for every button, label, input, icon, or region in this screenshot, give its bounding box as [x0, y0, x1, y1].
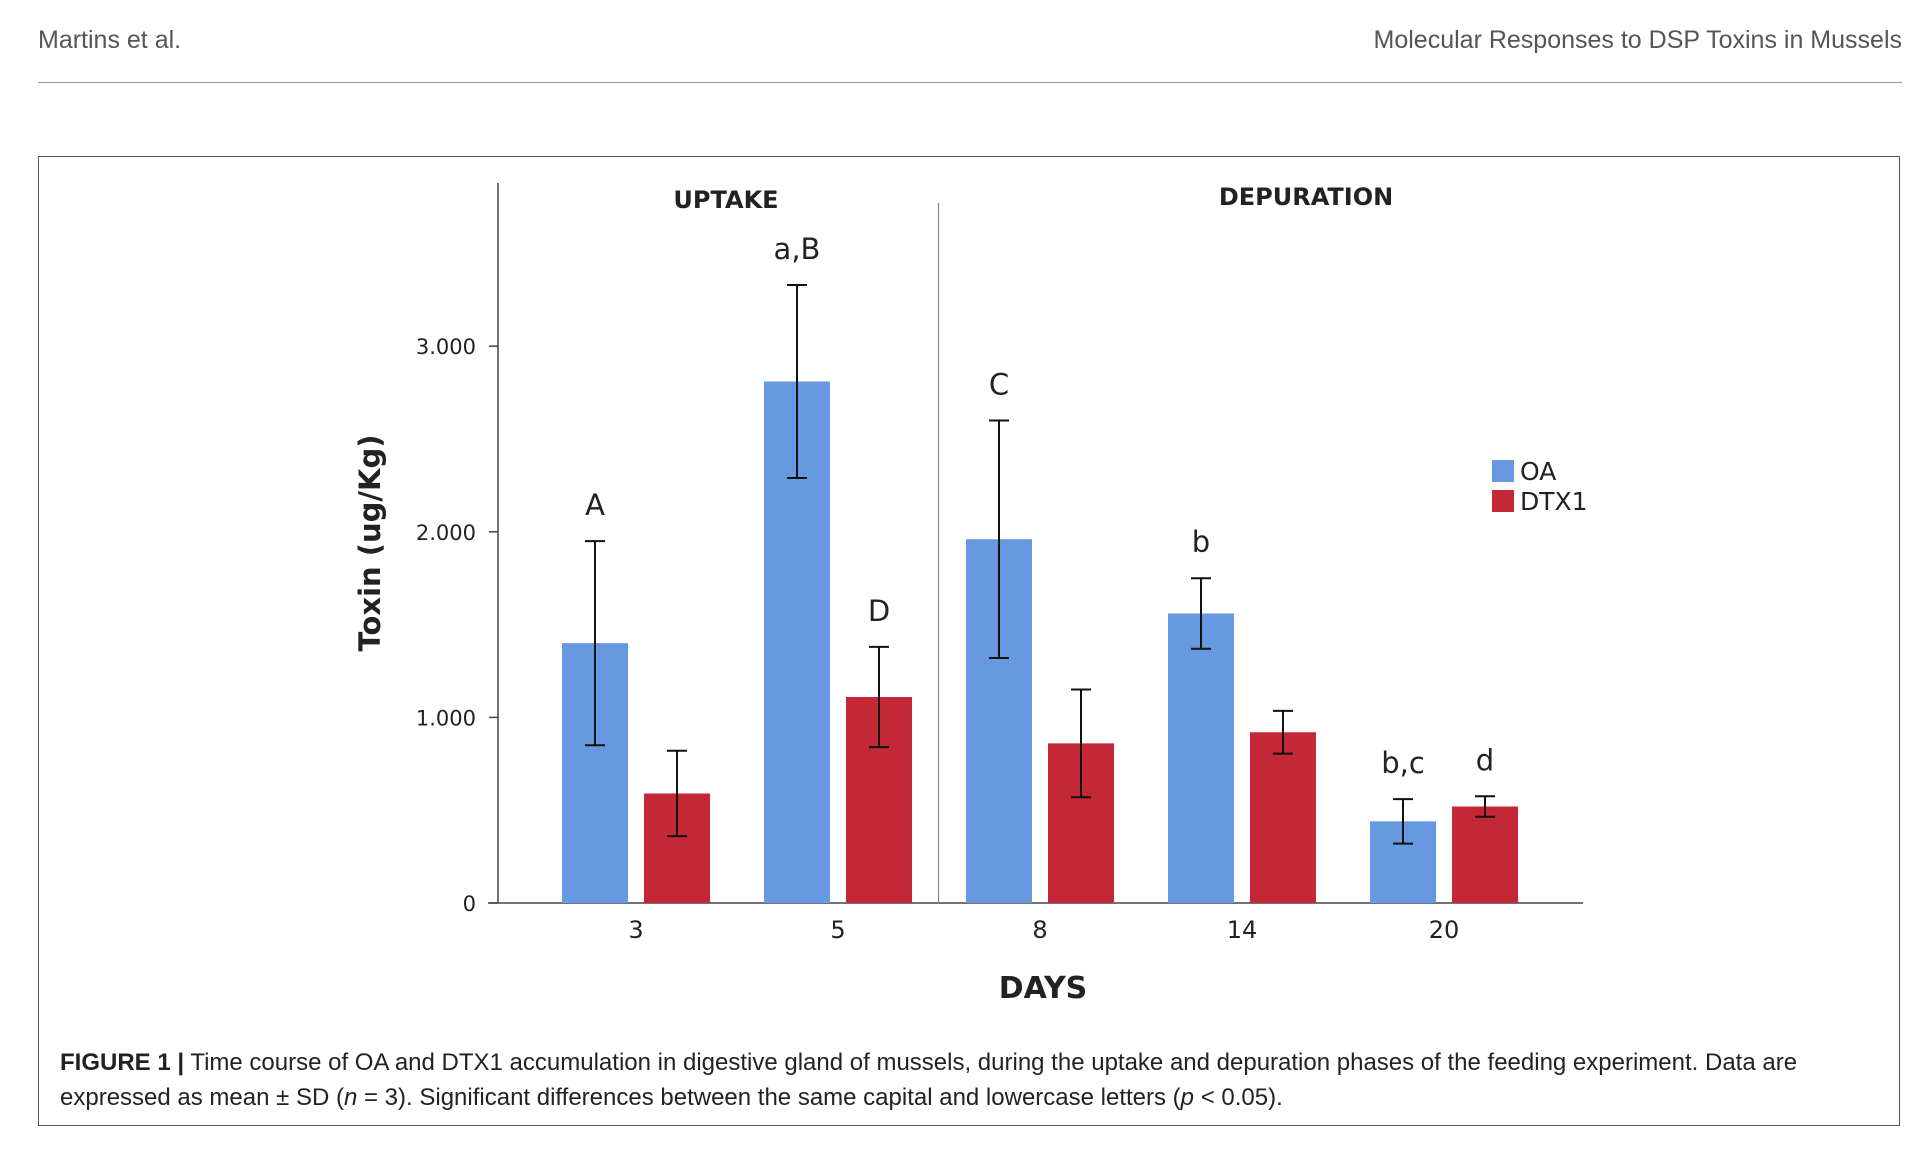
caption-n: n [343, 1084, 358, 1111]
legend-swatch-oa [1492, 460, 1514, 482]
phase-label-uptake: UPTAKE [673, 186, 778, 214]
significance-letter: a,B [774, 232, 821, 266]
caption-line2-c: < 0.05). [1194, 1084, 1283, 1111]
bar-dtx1-day-20 [1452, 806, 1518, 903]
running-head-authors: Martins et al. [38, 26, 182, 54]
legend-swatch-dtx1 [1492, 490, 1514, 512]
caption-line2-b: = 3). Significant differences between th… [357, 1084, 1181, 1111]
significance-letter: C [989, 367, 1009, 401]
caption-line1: Time course of OA and DTX1 accumulation … [190, 1049, 1798, 1076]
significance-letter: D [868, 594, 890, 628]
legend-label-oa: OA [1520, 457, 1556, 486]
x-tick-label: 8 [1032, 916, 1047, 944]
y-axis-label: Toxin (ug/Kg) [353, 435, 387, 652]
significance-letter: d [1476, 743, 1494, 777]
y-tick-label: 3.000 [416, 335, 476, 359]
x-tick-label: 20 [1429, 916, 1460, 944]
figure-frame [38, 156, 1900, 1126]
bar-oa-day-14 [1168, 613, 1234, 903]
y-tick-label: 1.000 [416, 706, 476, 730]
x-tick-label: 3 [628, 916, 643, 944]
running-head-title: Molecular Responses to DSP Toxins in Mus… [1373, 26, 1902, 54]
legend-label-dtx1: DTX1 [1520, 487, 1588, 516]
caption-label: FIGURE 1 | [60, 1049, 185, 1076]
caption-line2-a: expressed as mean ± SD ( [60, 1084, 344, 1111]
bar-chart: 0 1.000 2.000 3.000 Toxin (ug/Kg) UPTAKE DEPUR… [353, 183, 1588, 1006]
phase-label-depuration: DEPURATION [1219, 183, 1393, 211]
caption-p: p [1180, 1084, 1195, 1111]
significance-letter: A [585, 488, 605, 522]
x-tick-label: 14 [1227, 916, 1258, 944]
y-tick-label: 2.000 [416, 521, 476, 545]
x-axis-label: DAYS [999, 971, 1088, 1006]
x-tick-label: 5 [830, 916, 845, 944]
bar-dtx1-day-14 [1250, 732, 1316, 903]
header-rule [38, 82, 1902, 83]
significance-letter: b,c [1381, 746, 1425, 780]
y-tick-label: 0 [463, 892, 476, 916]
figure-caption: FIGURE 1 | Time course of OA and DTX1 ac… [60, 1045, 1880, 1115]
significance-letter: b [1192, 525, 1210, 559]
